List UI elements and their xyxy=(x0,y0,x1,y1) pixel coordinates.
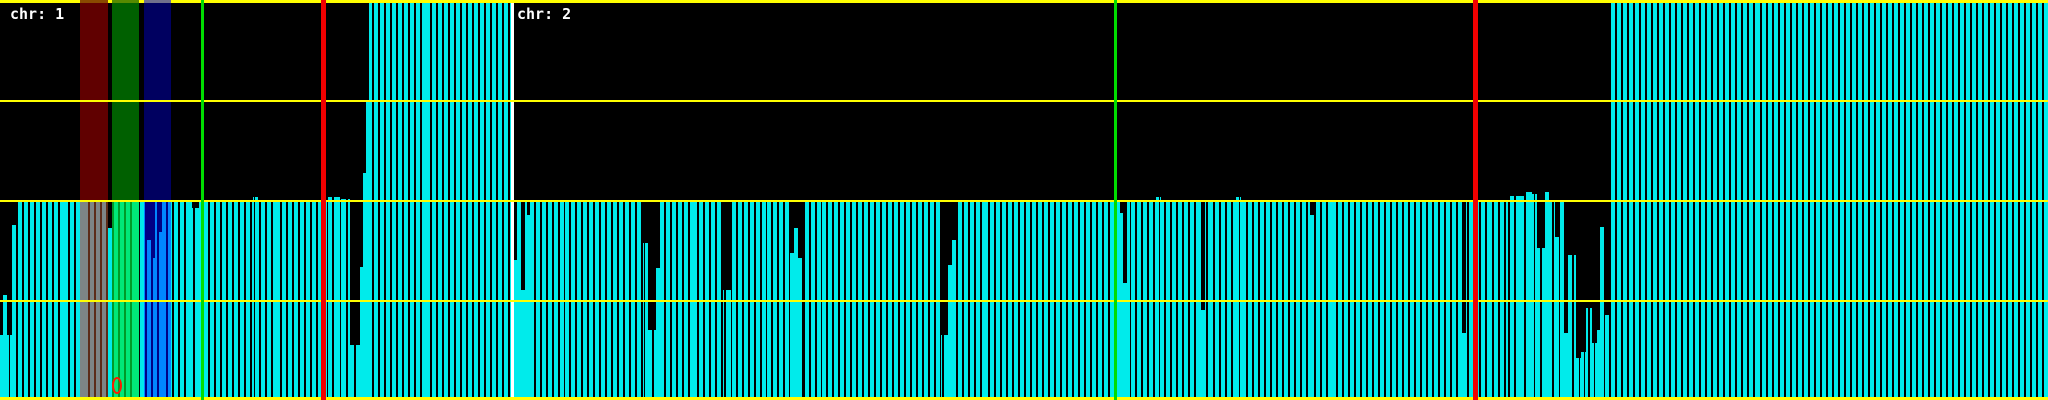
coverage-bar-run xyxy=(350,345,360,400)
chromosome-label-chr1: chr: 1 xyxy=(10,5,65,23)
band-dark-red-upper xyxy=(80,3,108,202)
band-dark-blue-dip xyxy=(158,202,162,232)
coverage-bar-run xyxy=(1545,192,1549,400)
coverage-bar-run xyxy=(1600,227,1604,400)
band-dark-green-cap xyxy=(112,0,139,3)
coverage-bar-run xyxy=(1564,333,1568,400)
coverage-bar-run xyxy=(1123,283,1127,400)
coverage-bar-run xyxy=(1524,192,1532,400)
coverage-bar-run xyxy=(363,173,366,400)
gridline xyxy=(0,397,2048,400)
coverage-bar-run xyxy=(948,265,952,400)
coverage-bar-run xyxy=(656,268,660,400)
coverage-bar-run xyxy=(192,208,199,400)
coverage-bar-run xyxy=(341,199,350,400)
coverage-bar-run xyxy=(648,330,656,400)
coverage-bar-run xyxy=(253,197,258,400)
gridline xyxy=(0,0,2048,3)
gridline xyxy=(0,99,2048,102)
coverage-bar-run xyxy=(1156,197,1161,400)
coverage-bar-run xyxy=(1555,237,1560,400)
coverage-bar-run xyxy=(952,240,956,400)
coverage-bar-run xyxy=(108,228,112,400)
coverage-bar-run xyxy=(1310,215,1314,400)
coverage-bar-run xyxy=(527,215,530,400)
coverage-bar-run xyxy=(1568,255,1576,400)
coverage-bar-run xyxy=(798,258,804,400)
coverage-bar-run xyxy=(941,335,948,400)
red-circle-annotation xyxy=(111,377,122,394)
coverage-bar-run xyxy=(327,197,341,400)
gridline xyxy=(0,300,2048,302)
coverage-bar-run xyxy=(1604,315,1609,400)
band-dark-green-upper xyxy=(112,3,139,202)
coverage-bar-run xyxy=(790,253,794,400)
coverage-bar-run xyxy=(723,290,731,400)
coverage-bar-run xyxy=(1597,330,1600,400)
coverage-bar-run xyxy=(643,243,648,400)
coverage-bar-run xyxy=(1586,308,1592,400)
band-dark-blue-cap xyxy=(144,0,171,3)
band-dark-blue-dip xyxy=(151,202,155,258)
coverage-bar-run xyxy=(3,295,7,400)
coverage-bar-run xyxy=(7,335,12,400)
chromosome-label-chr2: chr: 2 xyxy=(517,5,572,23)
band-dark-red-cap xyxy=(80,0,108,3)
coverage-bar-run xyxy=(514,260,517,400)
coverage-bar-run xyxy=(1201,310,1205,400)
coverage-bar-run xyxy=(1236,197,1241,400)
coverage-bar-run xyxy=(1462,333,1466,400)
coverage-bar-run xyxy=(521,290,525,400)
marker-line-green-panel2 xyxy=(1114,0,1117,400)
coverage-bar-run xyxy=(12,225,16,400)
coverage-bar-run xyxy=(1537,248,1545,400)
coverage-bar-run xyxy=(0,335,3,400)
coverage-bar-run xyxy=(1592,343,1597,400)
coverage-bar-run xyxy=(1576,358,1581,400)
coverage-bar-run xyxy=(1120,213,1123,400)
coverage-bar-run xyxy=(1532,194,1537,400)
coverage-bar-run xyxy=(794,228,798,400)
band-dark-blue-dip xyxy=(147,202,151,240)
coverage-bar-run xyxy=(366,102,369,400)
marker-line-green-panel1 xyxy=(200,0,204,400)
gridline xyxy=(0,200,2048,202)
coverage-bar-run xyxy=(1581,352,1586,400)
marker-line-red-panel2 xyxy=(1473,0,1478,400)
coverage-bar-run xyxy=(1508,196,1524,400)
band-dark-blue-upper xyxy=(144,3,171,202)
marker-line-red-panel1 xyxy=(321,0,326,400)
coverage-bar-run xyxy=(360,267,363,400)
